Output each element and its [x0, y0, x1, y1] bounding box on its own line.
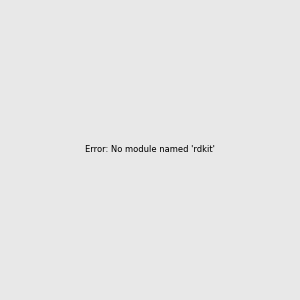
Text: Error: No module named 'rdkit': Error: No module named 'rdkit'	[85, 146, 215, 154]
